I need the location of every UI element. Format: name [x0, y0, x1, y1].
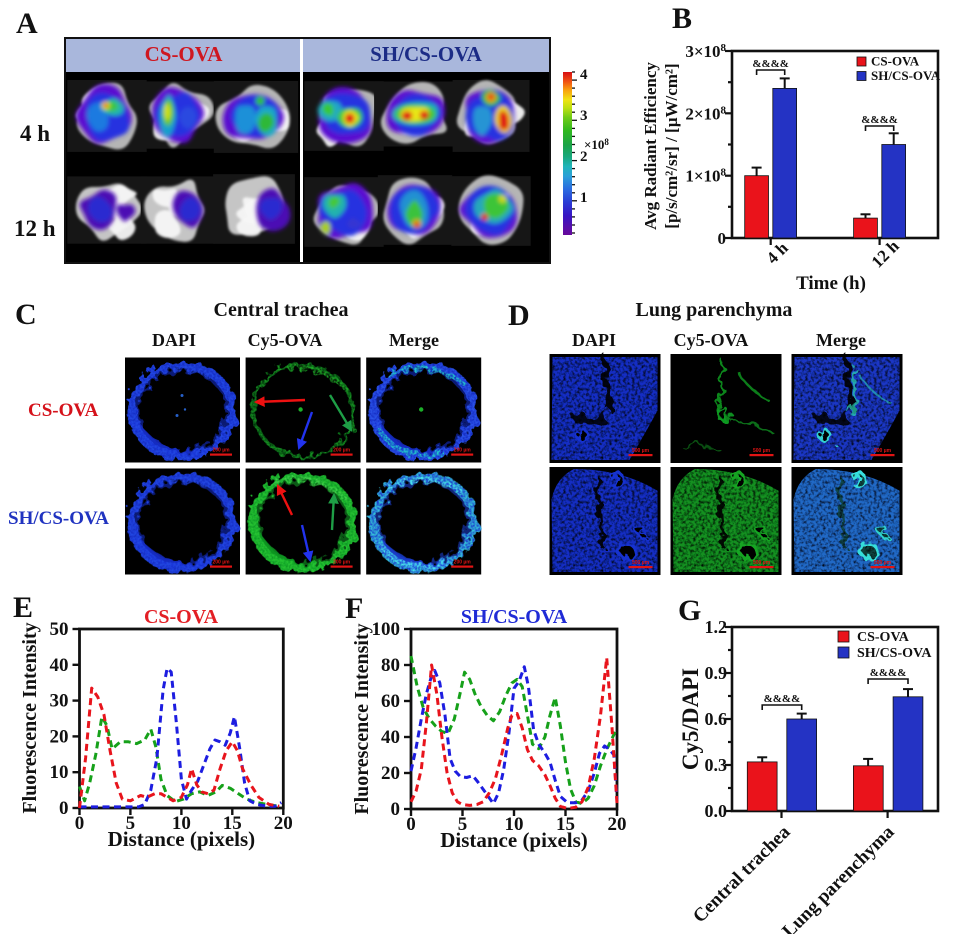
svg-text:CS-OVA: CS-OVA	[857, 630, 910, 645]
svg-text:0.0: 0.0	[705, 801, 728, 821]
svg-text:2×108: 2×108	[685, 104, 726, 123]
svg-text:500 µm: 500 µm	[632, 560, 650, 566]
svg-text:200 µm: 200 µm	[454, 560, 472, 566]
svg-text:200 µm: 200 µm	[454, 448, 472, 454]
svg-text:500 µm: 500 µm	[753, 448, 771, 454]
svg-text:0: 0	[391, 799, 401, 820]
svg-text:&&&&: &&&&	[870, 667, 907, 679]
svg-text:SH/CS-OVA: SH/CS-OVA	[461, 606, 568, 628]
svg-text:5: 5	[126, 813, 136, 834]
svg-text:500 µm: 500 µm	[632, 448, 650, 454]
svg-text:500 µm: 500 µm	[874, 448, 892, 454]
svg-text:0.6: 0.6	[705, 709, 728, 729]
svg-text:Lung parenchyma: Lung parenchyma	[778, 821, 899, 934]
svg-text:0.3: 0.3	[705, 755, 728, 775]
svg-text:Fluorescence Intensity: Fluorescence Intensity	[351, 623, 373, 814]
svg-text:Time (h): Time (h)	[796, 273, 866, 294]
svg-text:200 µm: 200 µm	[212, 560, 230, 566]
svg-text:3×108: 3×108	[685, 42, 726, 61]
svg-text:&&&&: &&&&	[752, 58, 789, 70]
svg-text:1.2: 1.2	[705, 617, 728, 637]
svg-text:12 h: 12 h	[868, 236, 904, 272]
svg-text:60: 60	[381, 691, 400, 712]
svg-text:10: 10	[505, 814, 524, 835]
svg-text:20: 20	[608, 814, 627, 835]
svg-text:Distance (pixels): Distance (pixels)	[440, 828, 588, 852]
svg-text:40: 40	[50, 655, 69, 676]
svg-text:CS-OVA: CS-OVA	[871, 54, 920, 69]
svg-text:&&&&: &&&&	[861, 114, 898, 126]
svg-text:15: 15	[556, 814, 575, 835]
svg-text:0.9: 0.9	[705, 663, 728, 683]
svg-text:5: 5	[458, 814, 468, 835]
svg-text:0: 0	[75, 813, 85, 834]
svg-text:10: 10	[172, 813, 191, 834]
svg-text:SH/CS-OVA: SH/CS-OVA	[871, 68, 941, 83]
svg-text:SH/CS-OVA: SH/CS-OVA	[857, 646, 932, 661]
svg-text:100: 100	[372, 619, 401, 640]
svg-text:15: 15	[223, 813, 242, 834]
svg-text:40: 40	[381, 727, 400, 748]
svg-text:0: 0	[406, 814, 416, 835]
svg-text:500 µm: 500 µm	[874, 560, 892, 566]
svg-text:0: 0	[59, 798, 69, 819]
svg-text:10: 10	[50, 762, 69, 783]
svg-text:50: 50	[50, 619, 69, 640]
svg-text:&&&&: &&&&	[764, 693, 801, 705]
svg-text:30: 30	[50, 691, 69, 712]
svg-text:CS-OVA: CS-OVA	[144, 606, 219, 628]
svg-text:1×108: 1×108	[685, 167, 726, 186]
svg-text:4 h: 4 h	[763, 238, 793, 268]
svg-text:Central trachea: Central trachea	[690, 821, 795, 927]
svg-text:Distance (pixels): Distance (pixels)	[108, 827, 256, 851]
svg-text:200 µm: 200 µm	[212, 448, 230, 454]
svg-text:80: 80	[381, 655, 400, 676]
svg-text:Fluorescence Intensity: Fluorescence Intensity	[19, 622, 41, 813]
svg-text:500 µm: 500 µm	[753, 560, 771, 566]
svg-text:20: 20	[50, 726, 69, 747]
svg-text:20: 20	[381, 763, 400, 784]
svg-text:0: 0	[718, 229, 727, 248]
svg-text:200 µm: 200 µm	[333, 448, 351, 454]
svg-text:20: 20	[274, 813, 293, 834]
svg-text:200 µm: 200 µm	[333, 560, 351, 566]
